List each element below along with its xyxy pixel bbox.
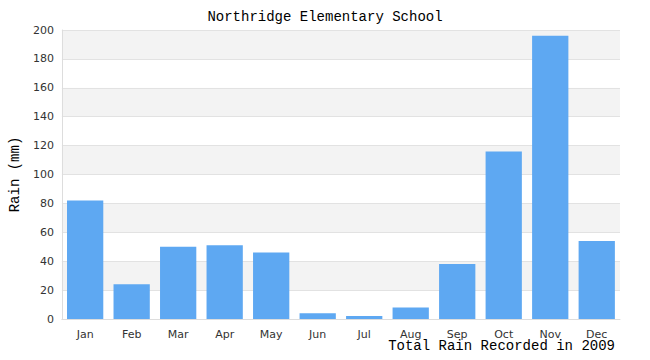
svg-text:Aug: Aug [400,328,422,341]
svg-text:Apr: Apr [215,328,235,341]
svg-text:80: 80 [40,197,54,210]
svg-text:120: 120 [33,139,54,152]
svg-text:180: 180 [33,52,54,65]
svg-text:Rain (mm): Rain (mm) [7,137,23,213]
svg-text:Oct: Oct [494,328,514,341]
svg-text:60: 60 [40,226,54,239]
svg-text:Jul: Jul [357,328,371,341]
svg-text:40: 40 [40,255,54,268]
svg-text:200: 200 [33,24,54,37]
svg-text:Total Rain Recorded in 2009: Total Rain Recorded in 2009 [388,338,615,354]
svg-text:0: 0 [47,313,54,326]
svg-text:May: May [260,328,283,341]
svg-text:Northridge Elementary School: Northridge Elementary School [207,9,442,25]
svg-text:100: 100 [33,168,54,181]
svg-text:Jun: Jun [308,328,326,341]
svg-text:Feb: Feb [122,328,141,341]
svg-text:Dec: Dec [586,328,608,341]
svg-text:Mar: Mar [168,328,189,341]
svg-text:Jan: Jan [76,328,94,341]
svg-text:Sep: Sep [446,328,468,341]
svg-text:140: 140 [33,110,54,123]
svg-text:Nov: Nov [539,328,561,341]
svg-text:20: 20 [40,284,54,297]
svg-text:160: 160 [33,81,54,94]
